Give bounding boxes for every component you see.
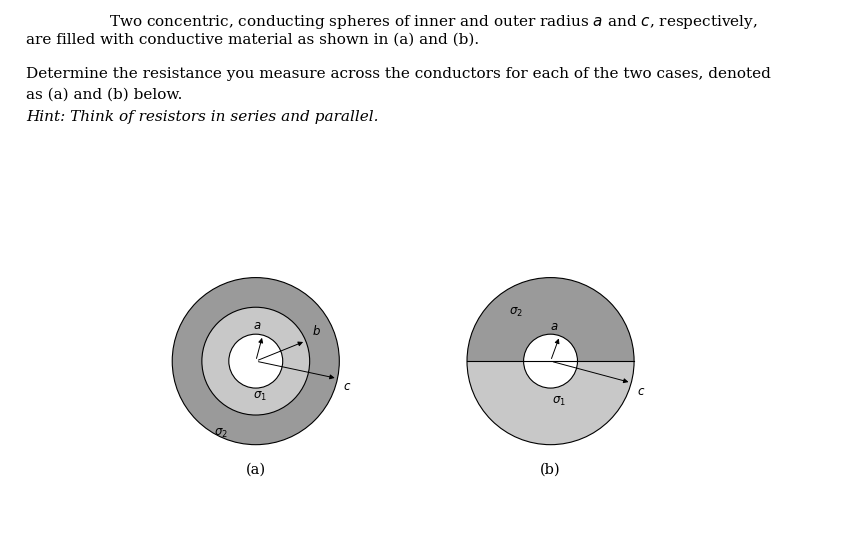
Wedge shape	[467, 361, 634, 445]
Wedge shape	[467, 278, 634, 361]
Text: $a$: $a$	[551, 320, 558, 333]
Text: are filled with conductive material as shown in (a) and (b).: are filled with conductive material as s…	[26, 32, 479, 46]
Text: (a): (a)	[245, 462, 266, 476]
Text: $\sigma_1$: $\sigma_1$	[253, 390, 267, 403]
Text: Determine the resistance you measure across the conductors for each of the two c: Determine the resistance you measure acr…	[26, 67, 771, 81]
Text: Hint: Think of resistors in series and parallel.: Hint: Think of resistors in series and p…	[26, 110, 379, 125]
Text: $\sigma_2$: $\sigma_2$	[509, 306, 523, 319]
Text: $c$: $c$	[343, 381, 352, 393]
Text: $\sigma_1$: $\sigma_1$	[552, 395, 566, 408]
Circle shape	[524, 334, 577, 388]
Circle shape	[202, 307, 310, 415]
Text: $\sigma_2$: $\sigma_2$	[214, 427, 228, 440]
Circle shape	[173, 278, 339, 445]
Text: $c$: $c$	[637, 385, 646, 398]
Text: as (a) and (b) below.: as (a) and (b) below.	[26, 87, 182, 101]
Text: (b): (b)	[540, 462, 561, 476]
Text: Two concentric, conducting spheres of inner and outer radius $a$ and $c$, respec: Two concentric, conducting spheres of in…	[109, 13, 758, 31]
Text: $a$: $a$	[253, 319, 262, 332]
Circle shape	[229, 334, 283, 388]
Text: $b$: $b$	[312, 324, 321, 338]
